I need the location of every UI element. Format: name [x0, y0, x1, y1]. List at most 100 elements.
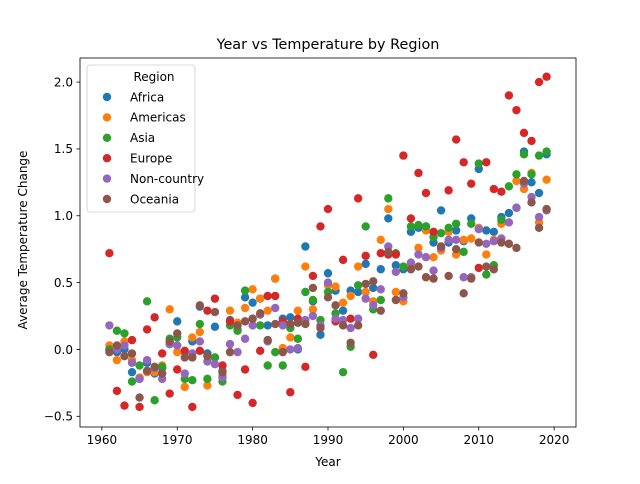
data-point-europe: [391, 250, 401, 259]
legend: Region Africa Americas Asia Europe Non-count…: [86, 64, 204, 213]
data-point-asia: [482, 270, 491, 279]
data-point-oceania: [542, 204, 551, 214]
data-point-asia: [150, 396, 159, 405]
data-point-oceania: [316, 323, 325, 333]
data-point-europe: [112, 386, 122, 396]
legend-label: Oceania: [130, 192, 179, 206]
data-point-oceania: [248, 314, 257, 323]
data-point-africa: [369, 283, 378, 293]
data-point-europe: [105, 249, 114, 258]
legend-title: Region: [133, 70, 174, 84]
data-point-oceania: [188, 353, 197, 362]
y-tick-label: 2.0: [54, 75, 73, 89]
data-point-non-country: [346, 323, 355, 333]
data-point-europe: [444, 186, 453, 195]
data-point-non-country: [105, 321, 114, 330]
data-point-asia: [414, 220, 423, 230]
data-point-non-country: [323, 278, 333, 287]
axis-ticks: 1960 1970 1980 1990 2000 2010 2020 −0.5 0.0 0.5 1.…: [44, 75, 570, 447]
data-point-americas: [459, 235, 468, 245]
data-point-asia: [263, 361, 272, 370]
x-tick-label: 2020: [539, 433, 570, 447]
legend-label: Asia: [130, 131, 155, 145]
data-point-americas: [301, 262, 310, 271]
data-point-oceania: [135, 393, 144, 402]
data-point-oceania: [255, 309, 265, 318]
data-point-oceania: [436, 242, 446, 251]
data-point-oceania: [263, 335, 272, 345]
data-point-asia: [353, 281, 363, 290]
data-point-oceania: [512, 243, 521, 253]
data-point-non-country: [293, 343, 303, 353]
x-axis-label: Year: [314, 455, 340, 469]
data-point-non-country: [135, 374, 144, 384]
data-point-europe: [414, 168, 423, 178]
data-point-europe: [127, 335, 137, 345]
data-point-asia: [203, 374, 212, 384]
x-tick-label: 1970: [162, 433, 193, 447]
data-point-europe: [399, 151, 408, 160]
data-point-non-country: [233, 347, 242, 357]
data-point-oceania: [127, 349, 137, 358]
data-point-non-country: [489, 236, 499, 246]
data-point-oceania: [504, 239, 514, 249]
data-point-asia: [278, 361, 287, 370]
data-point-europe: [180, 346, 189, 355]
data-point-non-country: [512, 203, 521, 212]
data-point-oceania: [286, 319, 295, 329]
data-point-asia: [361, 222, 370, 231]
data-point-americas: [180, 382, 189, 392]
data-point-non-country: [369, 301, 378, 310]
data-point-non-country: [271, 303, 280, 313]
data-point-americas: [248, 285, 257, 294]
data-point-oceania: [444, 271, 453, 281]
data-point-oceania: [173, 329, 182, 338]
data-point-non-country: [240, 334, 250, 343]
data-point-non-country: [210, 359, 220, 369]
data-point-oceania: [308, 283, 318, 293]
data-point-africa: [391, 261, 401, 270]
data-point-oceania: [323, 293, 333, 302]
data-point-asia: [444, 223, 453, 232]
data-point-oceania: [338, 321, 348, 330]
data-point-europe: [406, 214, 416, 223]
data-point-oceania: [369, 277, 378, 286]
data-point-oceania: [180, 353, 189, 362]
legend-marker: [102, 174, 112, 183]
data-point-europe: [120, 401, 129, 410]
data-point-europe: [497, 187, 506, 196]
data-point-europe: [301, 362, 310, 372]
y-tick-label: 0.0: [54, 343, 73, 357]
data-point-oceania: [157, 369, 167, 378]
data-point-europe: [218, 361, 227, 370]
data-point-europe: [255, 346, 265, 355]
data-point-asia: [421, 222, 431, 231]
data-point-europe: [323, 204, 333, 214]
data-point-asia: [255, 321, 265, 330]
data-point-asia: [512, 170, 521, 179]
data-point-oceania: [301, 319, 310, 329]
data-point-asia: [210, 353, 220, 362]
legend-marker: [102, 194, 112, 204]
data-point-non-country: [429, 266, 438, 275]
data-point-asia: [120, 329, 129, 338]
data-point-americas: [338, 298, 348, 307]
data-point-oceania: [414, 262, 423, 271]
data-point-americas: [361, 287, 370, 297]
data-point-non-country: [444, 235, 453, 245]
data-point-europe: [188, 402, 197, 412]
data-point-europe: [361, 251, 370, 261]
data-point-asia: [406, 222, 416, 231]
data-point-asia: [308, 295, 318, 305]
data-point-americas: [308, 305, 318, 314]
legend-entry-africa: Africa: [102, 90, 164, 104]
legend-entry-oceania: Oceania: [102, 192, 179, 206]
data-point-asia: [527, 170, 536, 179]
data-point-oceania: [150, 362, 159, 372]
data-point-non-country: [474, 224, 483, 234]
data-point-africa: [248, 298, 257, 307]
data-point-europe: [240, 365, 250, 374]
data-point-non-country: [421, 253, 431, 262]
data-point-africa: [384, 214, 393, 223]
data-point-oceania: [519, 176, 529, 186]
